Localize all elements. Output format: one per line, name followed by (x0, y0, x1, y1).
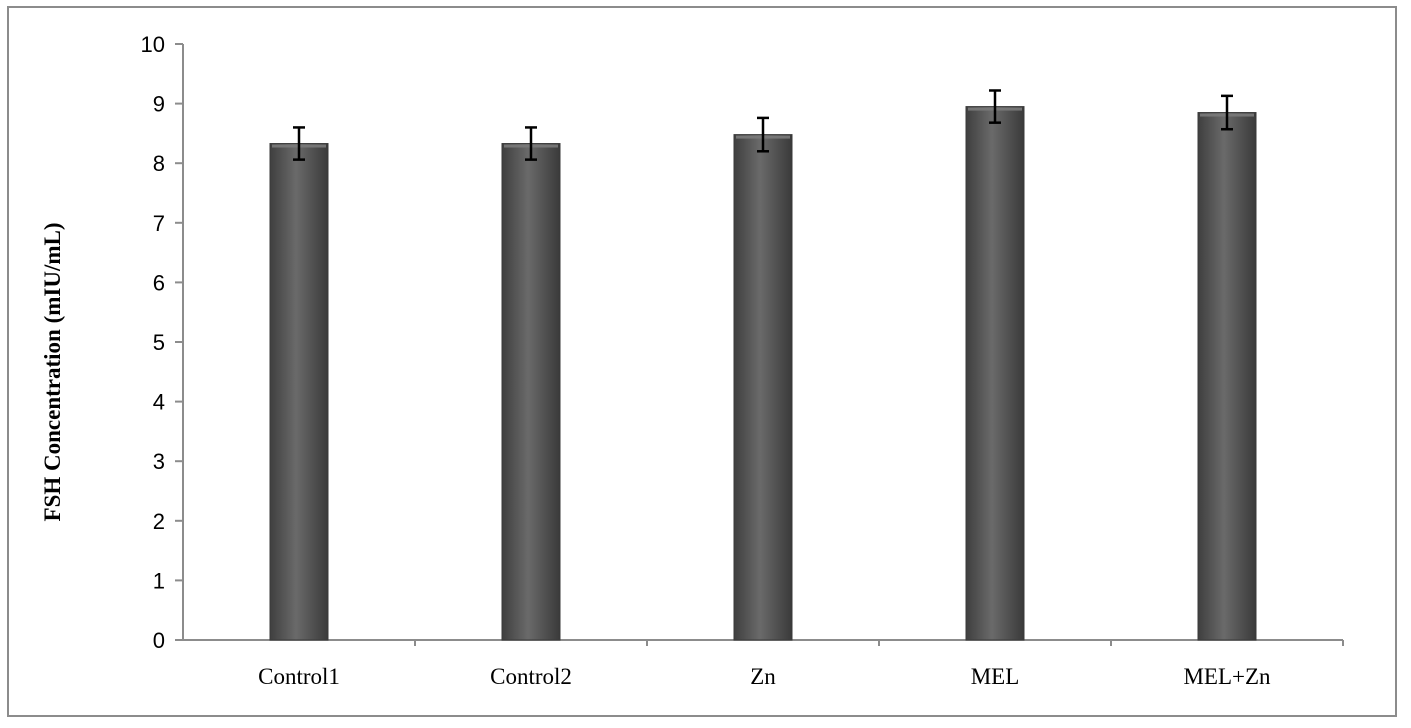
bar (501, 143, 561, 641)
x-tick-label: Control1 (258, 664, 340, 689)
error-bar (989, 89, 1001, 124)
bar (269, 143, 329, 641)
bars (269, 106, 1257, 641)
x-tick-label: Control2 (490, 664, 572, 689)
error-bars (293, 89, 1233, 161)
x-tick-label: MEL+Zn (1183, 664, 1271, 689)
x-axis (175, 639, 1344, 646)
error-bar (1221, 94, 1233, 131)
x-tick-label: MEL (971, 664, 1020, 689)
bar (1197, 112, 1257, 641)
chart-frame (7, 6, 1397, 717)
y-tick-label: 9 (153, 92, 165, 117)
x-tick-labels: Control1 Control2 Zn MEL MEL+Zn (258, 664, 1271, 689)
error-bar (757, 116, 769, 153)
y-axis-title: FSH Concentration (mIU/mL) (40, 223, 65, 522)
y-tick-label: 7 (153, 211, 165, 236)
y-tick-label: 2 (153, 509, 165, 534)
y-axis (175, 43, 184, 641)
y-tick-label: 4 (153, 390, 165, 415)
y-tick-label: 0 (153, 628, 165, 653)
y-tick-label: 10 (141, 32, 165, 57)
x-tick-label: Zn (750, 664, 776, 689)
y-tick-label: 1 (153, 568, 165, 593)
bar (965, 106, 1025, 641)
bar (733, 134, 793, 641)
y-tick-label: 3 (153, 449, 165, 474)
error-bar (293, 126, 305, 161)
error-bar (525, 126, 537, 161)
y-tick-label: 8 (153, 151, 165, 176)
y-tick-label: 6 (153, 270, 165, 295)
y-tick-labels: 0 1 2 3 4 5 6 7 8 9 10 (141, 32, 165, 653)
y-tick-label: 5 (153, 330, 165, 355)
